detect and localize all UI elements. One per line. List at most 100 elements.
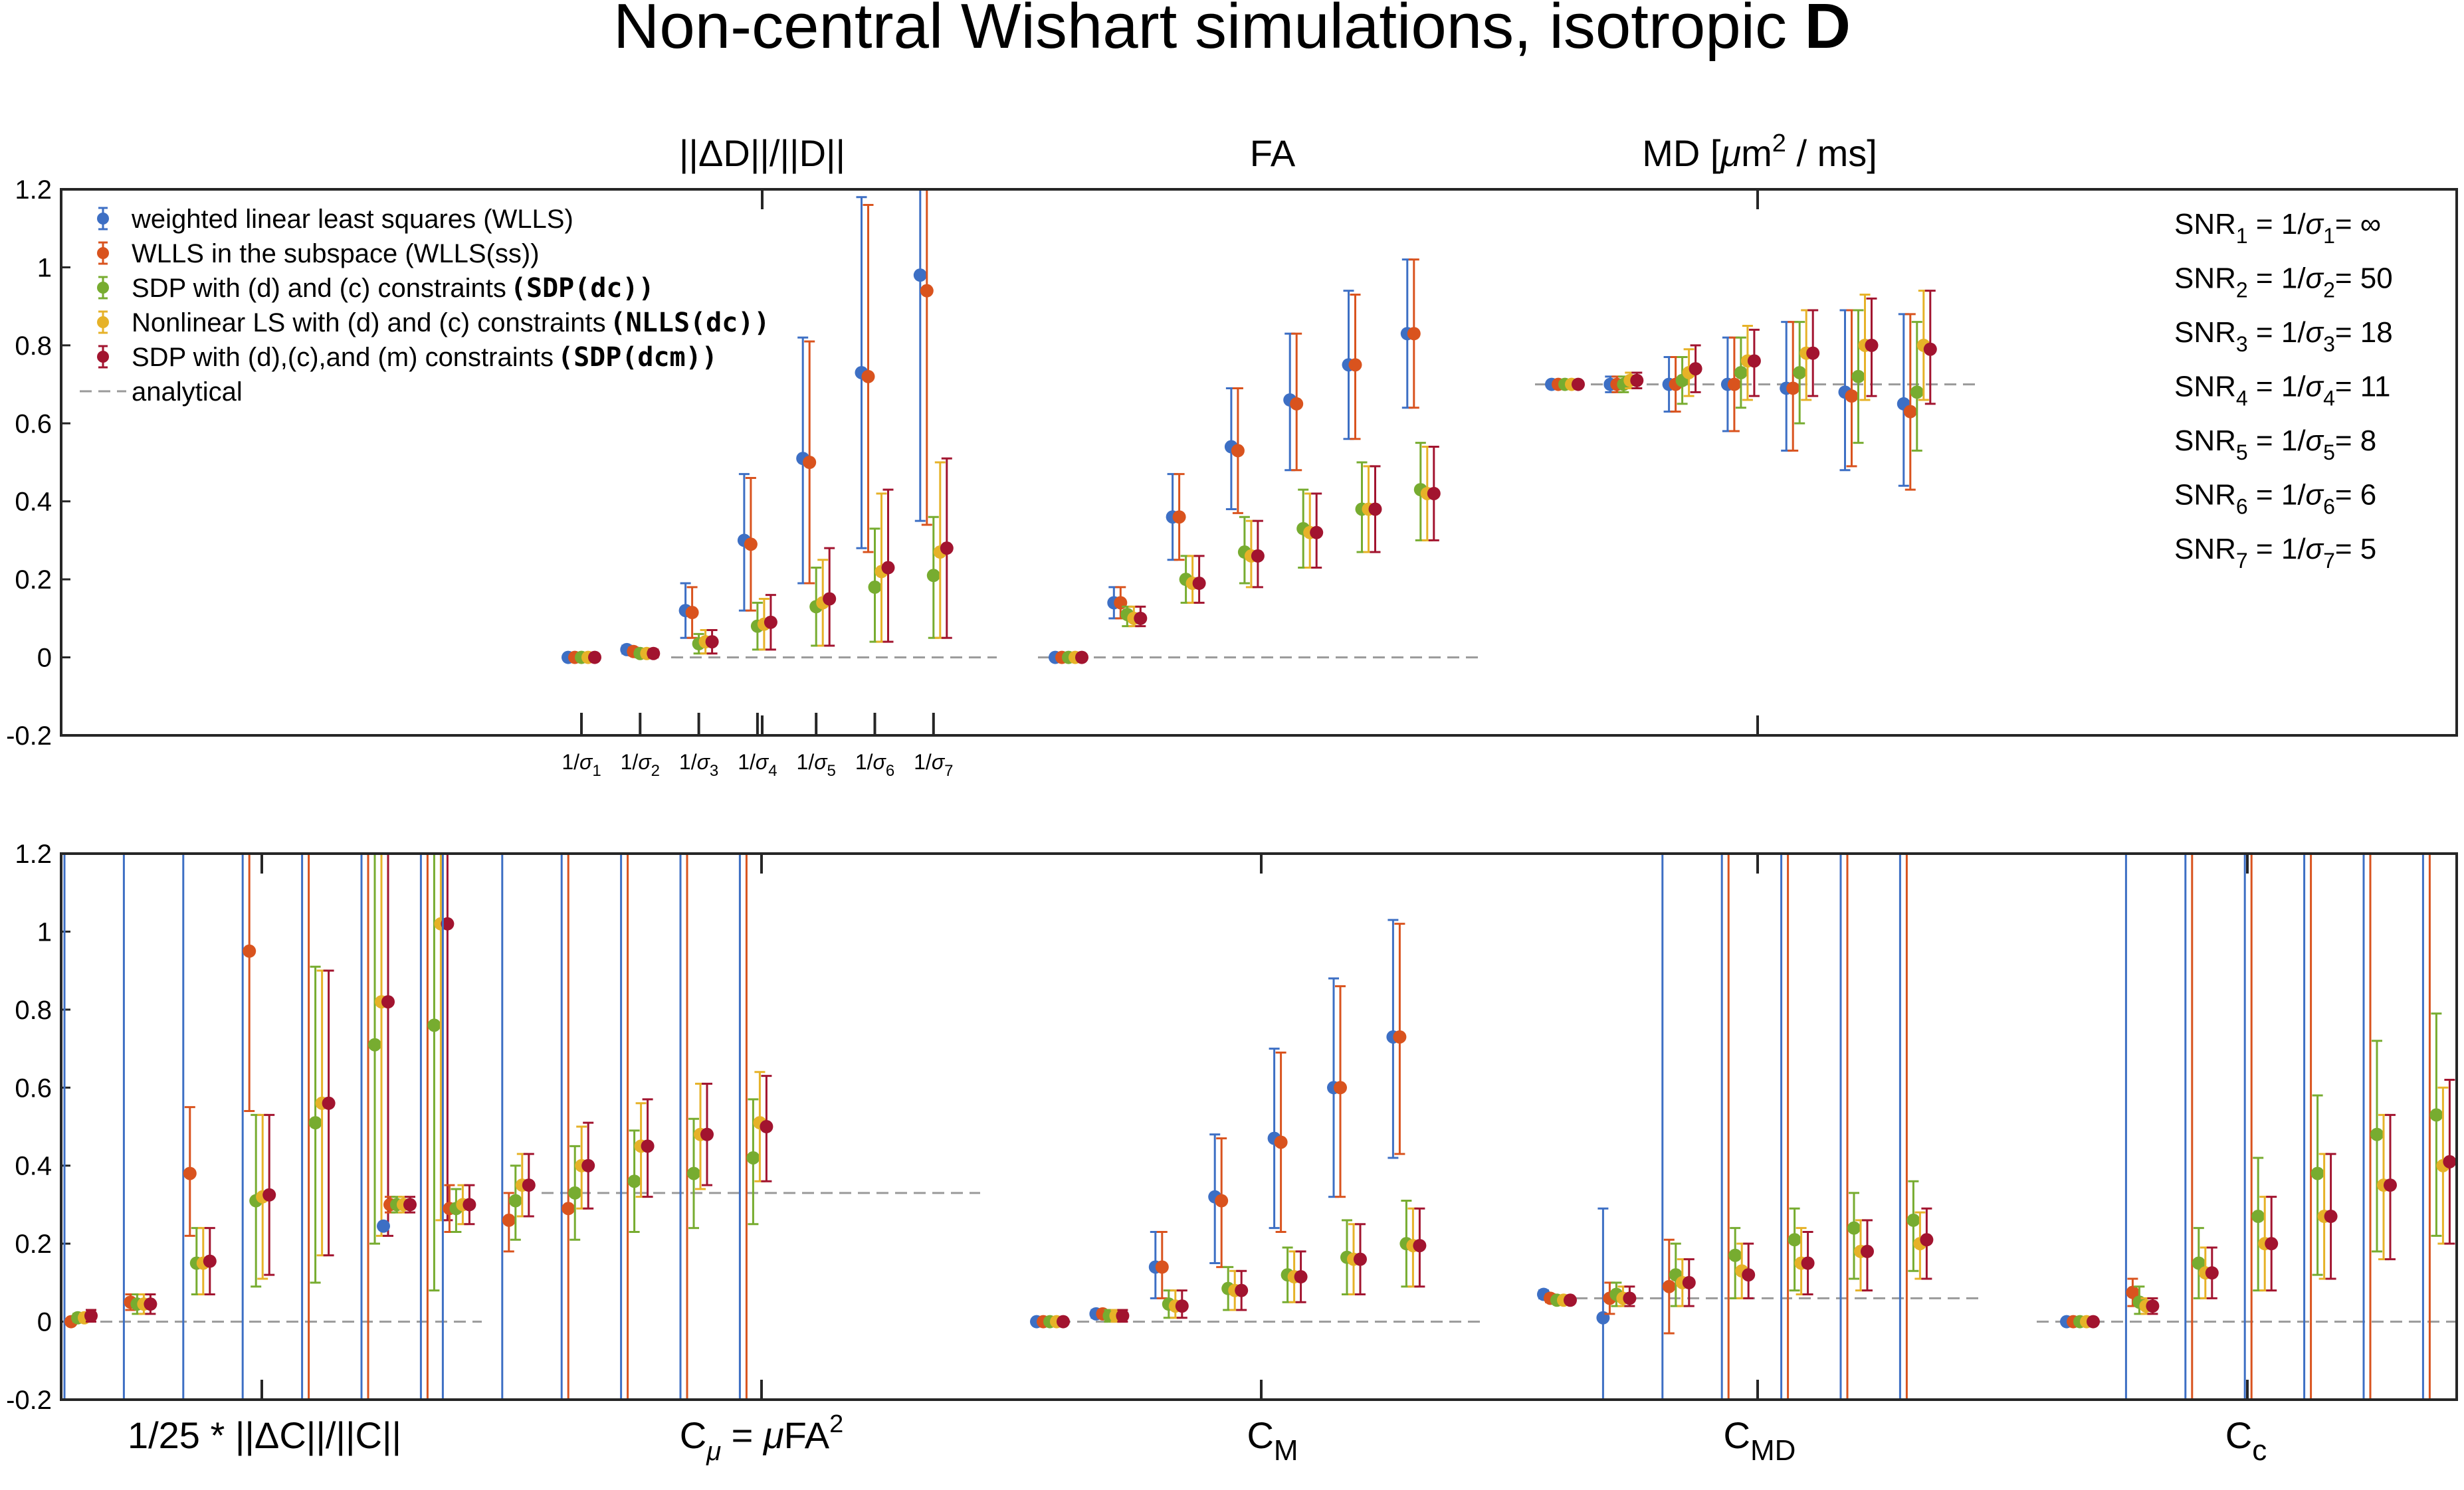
bottom-plot-area (61, 854, 2457, 1400)
bottom-group-labels: 1/25 * ||ΔC||/||C|| Cμ = μFA2 CM CMD Cc (128, 1410, 2267, 1467)
top-group-label-1: FA (1250, 132, 1296, 174)
point-sdpdcm (1251, 549, 1265, 563)
point-sdpdc (746, 1151, 760, 1164)
legend: weighted linear least squares (WLLS) WLLS… (80, 205, 770, 407)
bottom-ytick-label: 1.2 (15, 840, 52, 869)
point-wllsss (1407, 327, 1421, 341)
point-sdpdcm (1630, 373, 1644, 387)
point-wllsss (1334, 1081, 1347, 1095)
sigma-tick-labels: 1/σ1 1/σ2 1/σ3 1/σ4 1/σ5 1/σ6 1/σ7 (562, 713, 953, 780)
bottom-group-label-0: 1/25 * ||ΔC||/||C|| (128, 1414, 401, 1456)
point-wllsss (1231, 444, 1245, 458)
point-sdpdc (1728, 1248, 1742, 1262)
top-ytick-label: 0.8 (15, 331, 52, 361)
sigma-tick-label: 1/σ4 (738, 750, 777, 780)
snr-item-1: SNR1 = 1/σ1= ∞ (2174, 208, 2381, 248)
top-group-labels: ||ΔD||/||D|| FA MD [μm2 / ms] (679, 130, 1877, 174)
point-wlls (913, 268, 927, 282)
point-sdpdcm (1310, 525, 1324, 539)
sigma-tick-label: 1/σ3 (679, 750, 718, 780)
point-sdpdc (926, 569, 940, 583)
point-sdpdc (2251, 1210, 2265, 1224)
point-sdpdcm (381, 995, 395, 1009)
point-sdpdcm (522, 1178, 536, 1192)
point-sdpdcm (705, 635, 719, 649)
snr-item-2: SNR2 = 1/σ2= 50 (2174, 262, 2393, 302)
point-sdpdcm (1368, 502, 1382, 516)
point-sdpdcm (1413, 1239, 1427, 1253)
point-wllsss (1274, 1135, 1288, 1149)
point-sdpdcm (581, 1159, 595, 1172)
point-sdpdcm (1294, 1270, 1308, 1284)
point-sdpdcm (2384, 1178, 2397, 1192)
point-sdpdc (427, 1018, 441, 1032)
point-wllsss (861, 369, 875, 383)
point-wllsss (1393, 1030, 1407, 1044)
point-sdpdcm (1564, 1293, 1577, 1307)
legend-marker-dot-sdpdcm (97, 351, 109, 363)
point-sdpdcm (1923, 342, 1937, 356)
bottom-group-label-1: Cμ = μFA2 (680, 1410, 844, 1466)
point-wllsss (1845, 389, 1859, 403)
point-sdpdc (868, 580, 882, 594)
top-group-label-0: ||ΔD||/||D|| (679, 132, 845, 174)
top-ytick-label: 0.4 (15, 488, 52, 517)
point-sdpdcm (1427, 486, 1441, 500)
top-axis-ticks: -0.2 0 0.2 0.4 0.6 0.8 1 1.2 (6, 175, 1759, 751)
point-sdpdcm (403, 1198, 417, 1212)
legend-item-sdpdc: SDP with (d) and (c) constraints (SDP(dc)… (132, 273, 655, 304)
bottom-group-label-3: CMD (1724, 1414, 1796, 1467)
snr-item-3: SNR3 = 1/σ3= 18 (2174, 316, 2393, 356)
point-wllsss (183, 1166, 197, 1180)
bottom-group-label-2: CM (1247, 1414, 1298, 1467)
point-sdpdcm (647, 646, 661, 660)
top-ytick-label: 0.2 (15, 565, 52, 595)
point-sdpdcm (641, 1139, 655, 1153)
legend-item-nllsdc: Nonlinear LS with (d) and (c) constraint… (132, 308, 770, 338)
sigma-tick-label: 1/σ6 (855, 750, 894, 780)
point-wllsss (1727, 377, 1741, 391)
figure-title: Non-central Wishart simulations, isotrop… (613, 0, 1851, 62)
point-wllsss (502, 1213, 516, 1227)
point-wllsss (243, 944, 257, 958)
bottom-ytick-label: 0.8 (15, 996, 52, 1025)
point-sdpdcm (1192, 577, 1206, 591)
point-sdpdc (2192, 1256, 2206, 1270)
bottom-panel: -0.2 0 0.2 0.4 0.6 0.8 1 1.2 1/25 * ||ΔC||/||C|… (6, 840, 2458, 1467)
bottom-axis-ticks: -0.2 0 0.2 0.4 0.6 0.8 1 1.2 (6, 840, 2249, 1415)
point-sdpdcm (2205, 1266, 2219, 1280)
point-wllsss (1662, 1279, 1676, 1293)
point-sdpdc (1847, 1221, 1861, 1235)
point-sdpdcm (700, 1127, 714, 1141)
sigma-tick-label: 1/σ2 (621, 750, 660, 780)
top-plot-area (562, 189, 1977, 664)
figure-title-bold: D (1805, 0, 1851, 62)
bottom-ytick-label: -0.2 (6, 1386, 52, 1415)
legend-marker-dot-sdpdc (97, 282, 109, 294)
point-sdpdcm (1747, 354, 1761, 368)
point-sdpdcm (1235, 1283, 1249, 1297)
legend-marker-dot-wlls (97, 213, 109, 225)
point-sdpdcm (1623, 1291, 1637, 1305)
point-wllsss (1172, 510, 1186, 524)
bottom-ytick-label: 0.6 (15, 1073, 52, 1103)
point-sdpdc (2310, 1166, 2324, 1180)
point-sdpdcm (940, 541, 954, 555)
legend-item-sdpdcm: SDP with (d),(c),and (m) constraints (SDP… (132, 342, 718, 373)
legend-item-wlls: weighted linear least squares (WLLS) (131, 205, 573, 234)
point-sdpdc (1788, 1233, 1801, 1247)
bottom-ytick-label: 1 (37, 917, 52, 947)
snr-item-4: SNR4 = 1/σ4= 11 (2174, 371, 2391, 411)
top-ytick-label: 1.2 (15, 175, 52, 205)
point-wllsss (2126, 1285, 2140, 1299)
point-wllsss (685, 606, 699, 620)
point-sdpdcm (262, 1188, 276, 1202)
legend-marker-dot-nllsdc (97, 316, 109, 328)
top-group-label-2: MD [μm2 / ms] (1642, 130, 1877, 174)
point-sdpdcm (1572, 377, 1585, 391)
point-sdpdcm (1354, 1252, 1367, 1266)
legend-item-analytical: analytical (132, 377, 243, 407)
point-sdpdcm (823, 592, 837, 606)
point-sdpdcm (588, 650, 601, 664)
point-sdpdcm (1116, 1309, 1130, 1323)
